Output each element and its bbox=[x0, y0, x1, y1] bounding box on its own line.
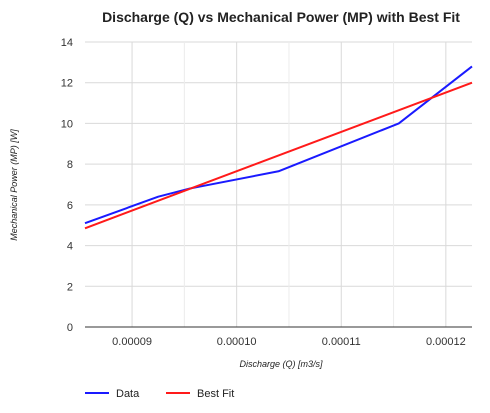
x-tick-label: 0.00009 bbox=[112, 336, 152, 348]
y-tick-label: 8 bbox=[67, 159, 73, 171]
x-tick-label: 0.00012 bbox=[426, 336, 466, 348]
legend-label-best-fit: Best Fit bbox=[197, 388, 234, 400]
y-tick-label: 2 bbox=[67, 281, 73, 293]
x-tick-label: 0.00010 bbox=[217, 336, 257, 348]
legend-label-data: Data bbox=[116, 388, 140, 400]
series-line-best-fit bbox=[84, 81, 473, 230]
axis-layer: 0 2 4 6 8 10 12 14 0.00009 0.00010 0.00011 0.00012 bbox=[61, 37, 472, 348]
y-tick-label: 10 bbox=[61, 118, 73, 130]
chart-title: Discharge (Q) vs Mechanical Power (MP) w… bbox=[102, 9, 460, 25]
y-axis-title: Mechanical Power (MP) [W] bbox=[9, 129, 19, 241]
grid-layer bbox=[85, 41, 472, 327]
y-tick-label: 0 bbox=[67, 322, 73, 334]
series-line-data bbox=[84, 65, 473, 225]
legend: Data Best Fit bbox=[85, 388, 234, 400]
y-tick-label: 14 bbox=[61, 37, 73, 49]
y-tick-label: 4 bbox=[67, 241, 73, 253]
series-layer bbox=[84, 65, 473, 230]
y-tick-label: 6 bbox=[67, 200, 73, 212]
x-axis-title: Discharge (Q) [m3/s] bbox=[239, 359, 323, 369]
x-tick-label: 0.00011 bbox=[322, 336, 361, 348]
y-tick-label: 12 bbox=[61, 78, 73, 90]
